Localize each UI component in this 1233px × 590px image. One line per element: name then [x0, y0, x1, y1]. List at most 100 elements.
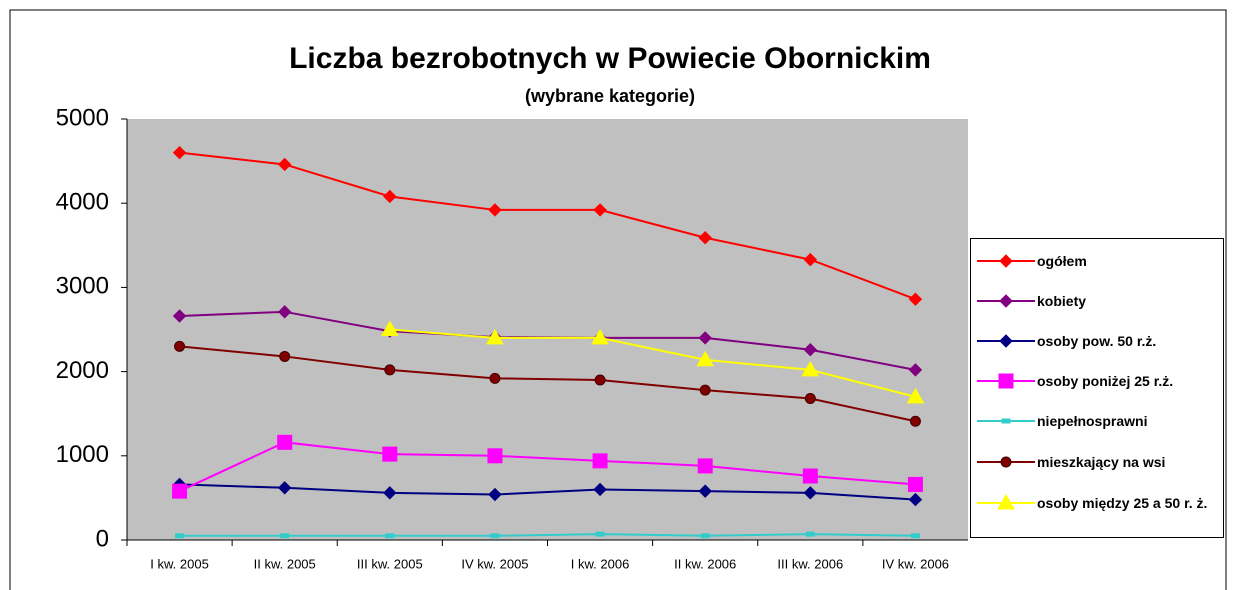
marker — [380, 320, 399, 336]
legend-swatch — [977, 254, 1035, 268]
y-tick-label: 1000 — [56, 441, 109, 468]
marker — [383, 189, 397, 204]
marker — [907, 476, 923, 492]
x-tick-label: I kw. 2006 — [571, 556, 630, 571]
legend-label: osoby między 25 a 50 r. ż. — [1037, 495, 1208, 511]
marker — [488, 203, 502, 217]
marker — [384, 364, 396, 376]
marker — [592, 453, 608, 469]
marker — [698, 484, 712, 498]
marker — [697, 458, 713, 474]
x-tick-label: III kw. 2006 — [777, 556, 843, 571]
marker — [801, 360, 820, 377]
legend-item: kobiety — [975, 291, 1212, 311]
marker — [595, 531, 605, 537]
y-tick-label: 4000 — [56, 189, 109, 216]
marker — [172, 309, 187, 323]
marker — [1000, 456, 1012, 468]
legend-item: osoby poniżej 25 r.ż. — [975, 371, 1212, 391]
marker — [698, 231, 712, 245]
marker — [486, 328, 504, 345]
legend-item: mieszkający na wsi — [975, 452, 1212, 472]
legend-swatch — [977, 294, 1035, 308]
legend-item: osoby pow. 50 r.ż. — [975, 331, 1212, 351]
marker — [174, 340, 186, 352]
chart-subtitle: (wybrane kategorie) — [525, 86, 695, 106]
marker — [383, 486, 397, 500]
marker — [699, 384, 711, 396]
marker — [999, 294, 1013, 308]
marker — [385, 533, 395, 539]
legend: ogółem kobiety osoby pow. 50 r.ż. osoby pon… — [970, 238, 1224, 538]
marker — [999, 334, 1013, 348]
marker — [998, 373, 1014, 389]
marker — [490, 533, 500, 539]
series-line — [179, 345, 916, 423]
plot-area — [127, 119, 968, 540]
marker — [279, 350, 291, 362]
marker — [805, 531, 815, 537]
marker — [594, 374, 606, 386]
legend-item: osoby między 25 a 50 r. ż. — [975, 493, 1212, 513]
marker — [803, 486, 818, 500]
legend-swatch — [977, 456, 1035, 468]
marker — [593, 203, 607, 217]
series-line — [179, 151, 916, 301]
x-tick-label: I kw. 2005 — [150, 556, 209, 571]
marker — [488, 487, 502, 502]
legend-label: mieszkający na wsi — [1037, 454, 1166, 470]
marker — [910, 533, 920, 539]
marker — [1001, 418, 1011, 424]
marker — [593, 482, 607, 497]
marker — [277, 305, 292, 319]
marker — [591, 328, 609, 345]
marker — [487, 448, 503, 464]
legend-label: osoby pow. 50 r.ż. — [1037, 333, 1157, 349]
marker — [908, 492, 923, 507]
legend-label: niepełnosprawni — [1037, 413, 1148, 429]
marker — [803, 343, 818, 357]
marker — [909, 415, 921, 427]
marker — [172, 483, 188, 499]
marker — [382, 446, 398, 462]
marker — [277, 481, 292, 495]
marker — [803, 252, 818, 267]
legend-item: ogółem — [975, 251, 1212, 271]
legend-label: kobiety — [1037, 293, 1087, 309]
marker — [804, 393, 816, 405]
y-tick-label: 5000 — [56, 104, 109, 131]
frame — [9, 9, 1227, 590]
y-tick-label: 3000 — [56, 273, 109, 300]
y-tick-label: 2000 — [56, 357, 109, 384]
x-tick-label: IV kw. 2006 — [882, 556, 949, 571]
marker — [908, 363, 923, 377]
marker — [489, 372, 501, 384]
marker — [277, 157, 292, 172]
legend-swatch — [977, 373, 1035, 389]
series-line — [179, 483, 916, 501]
marker — [906, 387, 925, 404]
marker — [802, 468, 818, 484]
marker — [999, 254, 1013, 268]
legend-swatch — [977, 493, 1035, 510]
marker — [997, 493, 1015, 510]
x-tick-label: III kw. 2005 — [357, 556, 423, 571]
legend-item: niepełnosprawni — [975, 411, 1212, 431]
y-tick-label: 0 — [96, 525, 109, 552]
marker — [175, 533, 185, 539]
x-tick-label: II kw. 2006 — [674, 556, 736, 571]
legend-label: ogółem — [1037, 253, 1087, 269]
marker — [698, 331, 712, 345]
legend-swatch — [977, 334, 1035, 348]
series-line — [389, 328, 916, 398]
marker — [172, 145, 187, 160]
series-line — [179, 441, 916, 493]
series-line — [179, 533, 916, 537]
marker — [280, 533, 290, 539]
legend-label: osoby poniżej 25 r.ż. — [1037, 373, 1174, 389]
marker — [700, 533, 710, 539]
chart-title: Liczba bezrobotnych w Powiecie Obornicki… — [289, 42, 931, 75]
x-tick-label: II kw. 2005 — [254, 556, 316, 571]
